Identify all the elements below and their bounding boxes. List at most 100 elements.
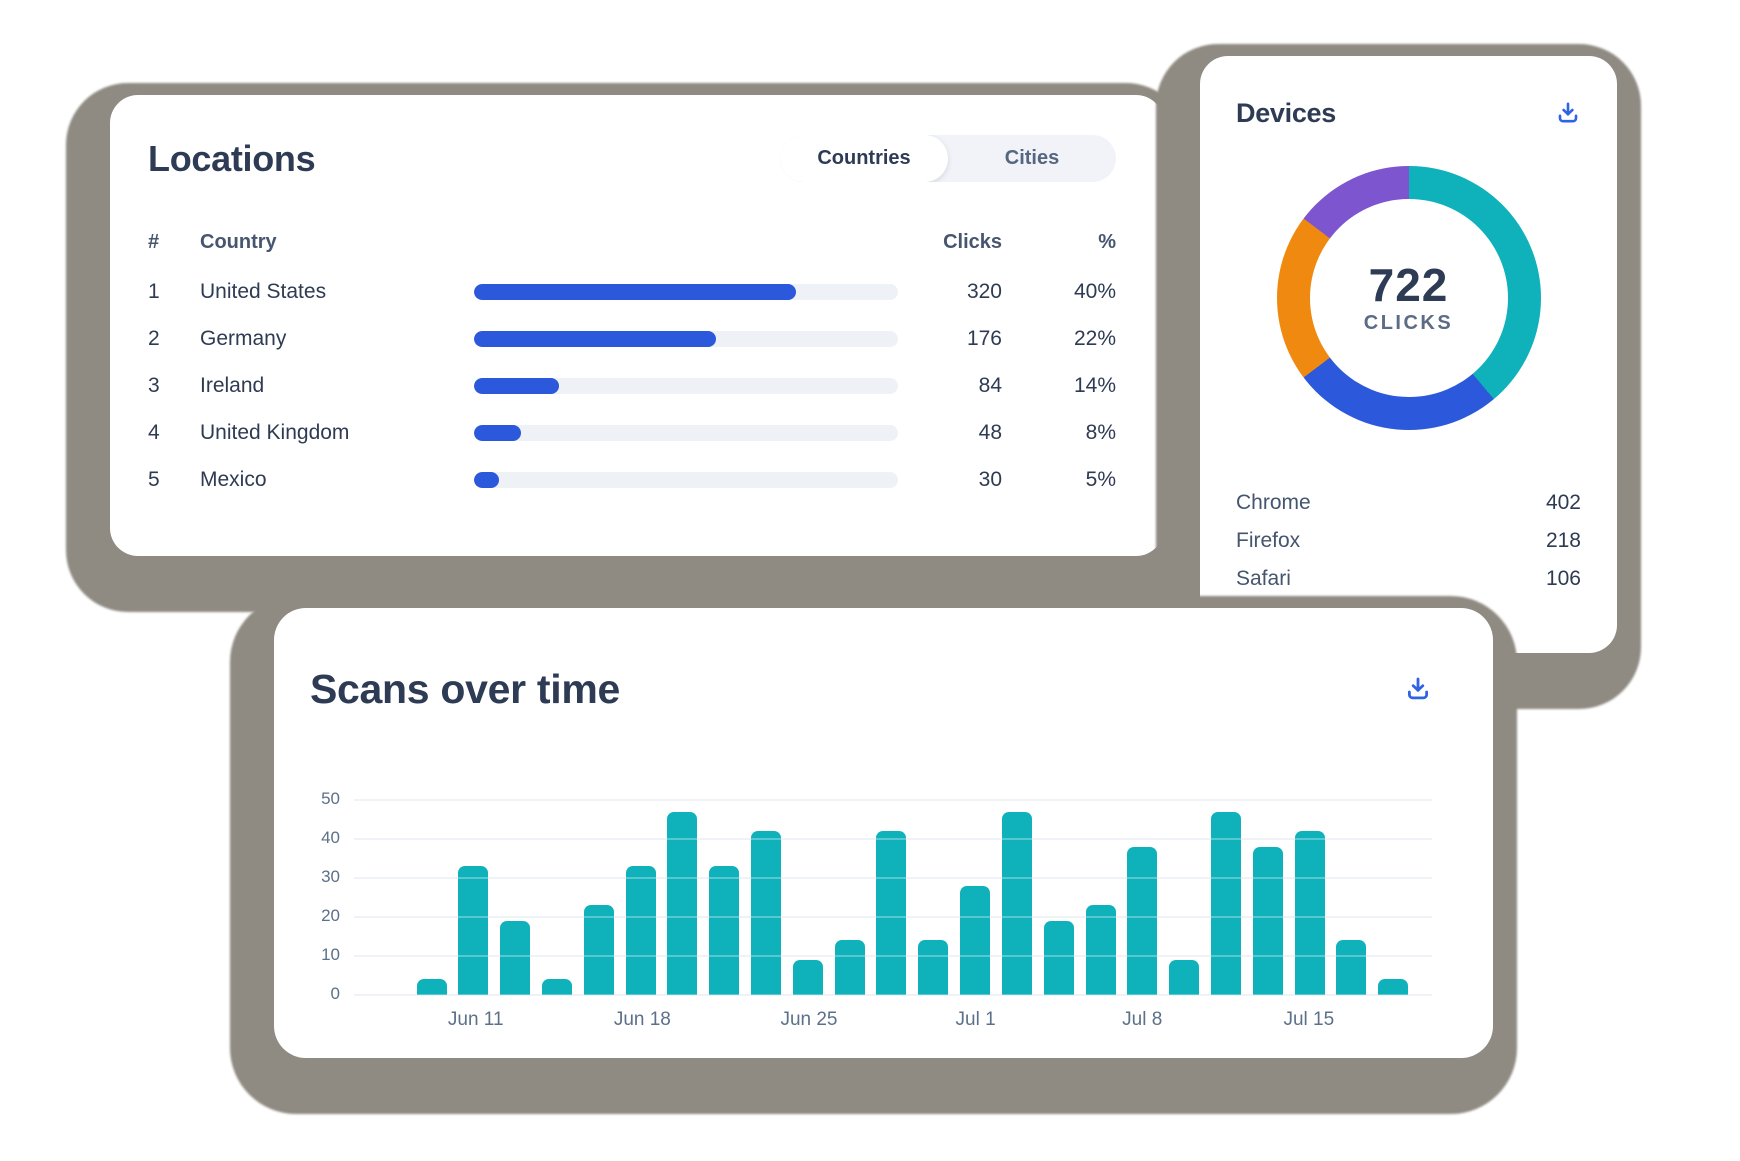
table-row: 2 Germany 176 22% — [148, 315, 1116, 362]
x-axis-label: Jun 25 — [780, 1009, 837, 1033]
x-axis-slot — [711, 1009, 741, 1033]
country-cell: United Kingdom — [200, 420, 350, 444]
locations-view-toggle: Countries Cities — [780, 135, 1116, 182]
x-axis-label-text: Jun 11 — [447, 1009, 504, 1030]
x-axis-slot — [544, 1009, 574, 1033]
y-axis: 0 10 20 30 40 50 — [310, 789, 340, 1003]
x-axis-slot — [419, 1009, 449, 1033]
locations-table: # Country Clicks % 1 United States 320 40% 2… — [148, 226, 1116, 503]
legend-value: 106 — [1545, 567, 1581, 590]
donut-center: 722 CLICKS — [1277, 166, 1541, 430]
legend-name: Firefox — [1236, 529, 1301, 552]
clicks-bar-fill — [474, 330, 716, 347]
clicks-bar-fill — [474, 424, 521, 441]
rank-cell: 2 — [148, 326, 160, 350]
x-axis-slot — [1377, 1009, 1407, 1033]
devices-download-button[interactable] — [1555, 100, 1581, 126]
devices-header: Devices — [1236, 96, 1581, 130]
clicks-cell: 30 — [978, 467, 1002, 491]
percent-cell: 8% — [1085, 420, 1116, 444]
scans-download-button[interactable] — [1404, 675, 1432, 703]
clicks-bar-fill — [474, 471, 500, 488]
x-axis-label-text: Jul 1 — [955, 1009, 996, 1030]
scan-bar — [583, 905, 614, 995]
x-axis-label: Jul 15 — [1283, 1009, 1334, 1033]
locations-header: Locations Countries Cities — [148, 135, 1116, 182]
x-axis-label-text: Jun 18 — [613, 1009, 671, 1030]
country-cell: United States — [200, 279, 327, 303]
clicks-bar-track — [474, 424, 898, 441]
percent-cell: 5% — [1085, 467, 1116, 491]
devices-card: Devices 722 CLICKS Chrome 402 Firefox 218 Sa… — [1200, 56, 1617, 653]
country-cell: Mexico — [200, 467, 267, 491]
table-row: 1 United States 320 40% — [148, 268, 1116, 315]
legend-name: Safari — [1236, 567, 1291, 590]
scan-bar — [1294, 831, 1325, 995]
legend-value: 218 — [1545, 529, 1581, 552]
x-axis-label: Jun 18 — [614, 1009, 671, 1033]
scan-bar — [1336, 940, 1367, 995]
locations-table-header: # Country Clicks % — [148, 226, 1116, 258]
table-row: 3 Ireland 84 14% — [148, 362, 1116, 409]
clicks-cell: 320 — [966, 279, 1002, 303]
scan-bar — [1043, 920, 1074, 995]
scan-bar — [918, 940, 949, 995]
clicks-bar-track — [474, 283, 898, 300]
clicks-bar-track — [474, 330, 898, 347]
x-axis-slot — [1211, 1009, 1241, 1033]
scan-bar — [751, 831, 782, 995]
x-axis-label-text: Jul 15 — [1283, 1009, 1335, 1030]
scan-bar — [960, 885, 991, 995]
legend-name: Chrome — [1236, 491, 1311, 514]
locations-table-body: 1 United States 320 40% 2 Germany 176 22% 3 Irela… — [148, 268, 1116, 503]
toggle-cities[interactable]: Cities — [948, 135, 1116, 182]
x-axis-labels: Jun 11 Jun 18 Jun 25 Jul 1 Jul 8 Jul 15 — [354, 1009, 1432, 1033]
x-axis-slot — [1002, 1009, 1032, 1033]
header-country: Country — [200, 230, 277, 253]
x-axis-spacer — [310, 1009, 354, 1033]
devices-donut-chart: 722 CLICKS — [1276, 166, 1541, 430]
bars — [354, 800, 1432, 995]
plot-area — [354, 799, 1432, 996]
legend-item: Safari 106 — [1236, 560, 1581, 598]
rank-cell: 3 — [148, 373, 160, 397]
x-axis: Jun 11 Jun 18 Jun 25 Jul 1 Jul 8 Jul 15 — [310, 1009, 1432, 1033]
x-axis-slot — [919, 1009, 949, 1033]
header-clicks: Clicks — [943, 230, 1002, 253]
table-row: 4 United Kingdom 48 8% — [148, 409, 1116, 456]
y-axis-label: 30 — [321, 867, 340, 886]
x-axis-label: Jul 8 — [1122, 1009, 1162, 1033]
scan-bar — [834, 940, 865, 995]
table-row: 5 Mexico 30 5% — [148, 456, 1116, 503]
scans-title: Scans over time — [310, 666, 620, 712]
x-axis-slot — [1252, 1009, 1282, 1033]
y-axis-label: 40 — [321, 828, 340, 847]
rank-cell: 4 — [148, 420, 160, 444]
y-axis-label: 20 — [321, 906, 340, 925]
scan-bar — [1210, 811, 1241, 995]
toggle-countries[interactable]: Countries — [780, 135, 948, 182]
country-cell: Germany — [200, 326, 287, 350]
clicks-cell: 176 — [966, 326, 1002, 350]
clicks-bar-fill — [474, 283, 797, 300]
locations-card: Locations Countries Cities # Country Cli… — [110, 95, 1164, 556]
donut-total-label: CLICKS — [1363, 311, 1454, 334]
x-axis-slot — [877, 1009, 907, 1033]
x-axis-slot — [836, 1009, 866, 1033]
x-axis-slot — [586, 1009, 616, 1033]
scan-bar — [1378, 979, 1409, 995]
scan-bar — [541, 979, 572, 995]
x-axis-slot — [1044, 1009, 1074, 1033]
x-axis-slot — [669, 1009, 699, 1033]
devices-legend: Chrome 402 Firefox 218 Safari 106 — [1236, 484, 1581, 598]
scan-bar — [625, 866, 656, 995]
y-axis-label: 10 — [321, 945, 340, 964]
rank-cell: 1 — [148, 279, 160, 303]
scan-bar — [1127, 846, 1158, 995]
download-icon — [1404, 677, 1432, 706]
devices-title: Devices — [1236, 98, 1336, 128]
percent-cell: 14% — [1073, 373, 1116, 397]
scans-bar-chart: 0 10 20 30 40 50 — [310, 789, 1432, 1003]
x-axis-slot — [1086, 1009, 1116, 1033]
scan-bar — [667, 811, 698, 995]
